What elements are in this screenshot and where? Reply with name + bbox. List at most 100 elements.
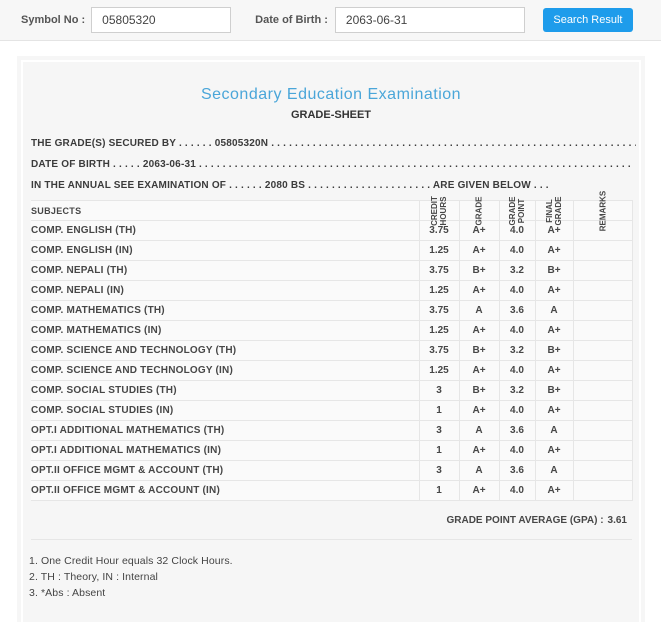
col-header-grade-point: GRADE POINT [498,196,536,225]
table-row: OPT.II OFFICE MGMT & ACCOUNT (IN) 1 A+ 4.0 A… [31,480,633,501]
footnotes: 1. One Credit Hour equals 32 Clock Hours… [29,553,633,601]
cell-grade-point: 4.0 [498,320,536,341]
sheet-subtitle: GRADE-SHEET [290,109,372,121]
cell-final-grade: B+ [534,380,574,401]
cell-credit-hours: 1 [418,480,460,501]
cell-grade: A+ [458,280,500,301]
cell-subject: COMP. MATHEMATICS (TH) [31,300,420,321]
cell-grade: A+ [458,240,500,261]
cell-final-grade: B+ [534,340,574,361]
table-row: COMP. SCIENCE AND TECHNOLOGY (TH) 3.75 B+ 3… [31,340,633,361]
exam-title: Secondary Education Examination [200,86,462,103]
table-row: COMP. NEPALI (IN) 1.25 A+ 4.0 A+ [31,280,633,301]
statement-dots: . . . . . . [226,180,265,191]
cell-grade: A+ [458,480,500,501]
cell-final-grade: A+ [534,280,574,301]
gpa-label: GRADE POINT AVERAGE (GPA) : [446,514,604,526]
dob-input[interactable] [334,7,525,33]
cell-grade-point: 3.6 [498,420,536,441]
cell-final-grade: A+ [534,400,574,421]
cell-subject: OPT.II OFFICE MGMT & ACCOUNT (TH) [31,460,420,481]
cell-remarks [572,220,633,241]
cell-grade-point: 4.0 [498,440,536,461]
grade-sheet-card: Secondary Education Examination GRADE-SH… [17,56,645,622]
gpa-value: 3.61 [607,514,627,526]
col-header-final-grade: FINAL GRADE [534,196,574,225]
cell-grade-point: 3.6 [498,300,536,321]
cell-subject: COMP. SOCIAL STUDIES (IN) [31,400,420,421]
cell-credit-hours: 3.75 [418,300,460,321]
cell-final-grade: A+ [534,440,574,461]
symbol-no-input[interactable] [91,7,232,33]
cell-final-grade: A+ [534,480,574,501]
cell-grade: A [458,460,500,481]
cell-credit-hours: 1.25 [418,240,460,261]
cell-grade: A [458,420,500,441]
cell-credit-hours: 1.25 [418,360,460,381]
table-row: OPT.I ADDITIONAL MATHEMATICS (IN) 1 A+ 4.0 A… [31,440,633,461]
table-row: COMP. SCIENCE AND TECHNOLOGY (IN) 1.25 A+ 4… [31,360,633,381]
cell-remarks [572,460,633,481]
col-header-subjects: SUBJECTS [31,200,420,221]
cell-remarks [572,440,633,461]
table-row: OPT.I ADDITIONAL MATHEMATICS (TH) 3 A 3.6 A [31,420,633,441]
cell-credit-hours: 1 [418,400,460,421]
table-row: COMP. ENGLISH (TH) 3.75 A+ 4.0 A+ [31,220,633,241]
cell-grade: A [458,300,500,321]
cell-grade-point: 4.0 [498,280,536,301]
note-th-in: 2. TH : Theory, IN : Internal [29,571,158,583]
cell-credit-hours: 1.25 [418,280,460,301]
cell-final-grade: A [534,300,574,321]
grade-sheet-panel: Secondary Education Examination GRADE-SH… [21,60,641,622]
statement-dots: . . . . . . . . . . . . . . . . . . . . … [196,159,631,170]
cell-credit-hours: 3 [418,420,460,441]
note-abs: 3. *Abs : Absent [29,587,106,599]
statement-date-of-birth: DATE OF BIRTH . . . . . 2063-06-31 . . .… [31,154,636,175]
cell-remarks [572,360,633,381]
cell-grade: B+ [458,260,500,281]
cell-grade-point: 3.2 [498,380,536,401]
cell-subject: COMP. MATHEMATICS (IN) [31,320,420,341]
cell-final-grade: A+ [534,240,574,261]
search-bar: Symbol No : Date of Birth : Search Resul… [0,0,661,41]
cell-grade-point: 4.0 [498,400,536,421]
cell-grade: B+ [458,340,500,361]
statement-dots: . . . . . . . . . . . . . . . . . . . . … [305,180,433,191]
cell-final-grade: A [534,460,574,481]
cell-credit-hours: 3 [418,460,460,481]
cell-grade-point: 3.6 [498,460,536,481]
statement-value: 05805320N [214,138,269,149]
cell-grade: A+ [458,440,500,461]
cell-grade-point: 4.0 [498,360,536,381]
statement-dots: . . . . . [110,159,143,170]
col-header-remarks: REMARKS [572,190,633,231]
table-row: COMP. SOCIAL STUDIES (IN) 1 A+ 4.0 A+ [31,400,633,421]
cell-remarks [572,400,633,421]
cell-credit-hours: 3.75 [418,340,460,361]
statement-dots: . . . . . . [176,138,215,149]
cell-final-grade: A+ [534,360,574,381]
cell-subject: OPT.I ADDITIONAL MATHEMATICS (TH) [31,420,420,441]
cell-credit-hours: 3.75 [418,260,460,281]
cell-final-grade: A [534,420,574,441]
search-result-button[interactable]: Search Result [542,8,633,32]
statement-examination-of: IN THE ANNUAL SEE EXAMINATION OF . . . .… [31,175,636,196]
cell-remarks [572,280,633,301]
cell-remarks [572,380,633,401]
table-row: COMP. MATHEMATICS (IN) 1.25 A+ 4.0 A+ [31,320,633,341]
cell-credit-hours: 3.75 [418,220,460,241]
dob-label: Date of Birth : [255,14,328,26]
col-header-credit-hours: CREDIT HOURS [418,196,460,225]
cell-grade-point: 3.2 [498,340,536,361]
cell-grade: A+ [458,360,500,381]
cell-subject: COMP. SCIENCE AND TECHNOLOGY (IN) [31,360,420,381]
cell-grade-point: 4.0 [498,240,536,261]
cell-subject: COMP. ENGLISH (TH) [31,220,420,241]
cell-subject: COMP. SCIENCE AND TECHNOLOGY (TH) [31,340,420,361]
table-row: COMP. SOCIAL STUDIES (TH) 3 B+ 3.2 B+ [31,380,633,401]
grades-table: SUBJECTS CREDIT HOURS GRADE GRADE POINT … [31,190,633,501]
cell-remarks [572,300,633,321]
cell-remarks [572,340,633,361]
statement-dots: . . . . . . . . . . . . . . . . . . . . … [268,138,636,149]
statement-value: 2063-06-31 [142,159,196,170]
